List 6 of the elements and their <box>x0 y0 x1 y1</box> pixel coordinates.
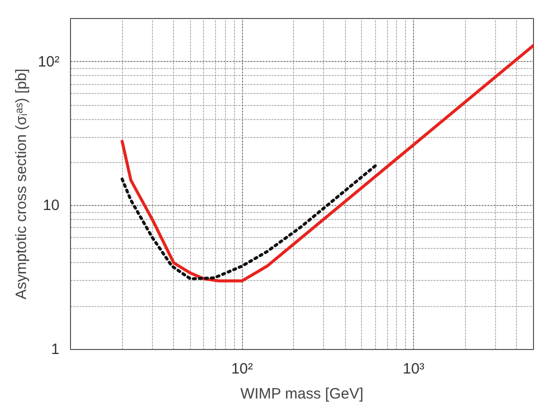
x-tick-label: 10³ <box>402 360 424 378</box>
y-tick-label: 10² <box>38 53 60 70</box>
y-tick-label: 1 <box>51 341 60 358</box>
x-axis-title: WIMP mass [GeV] <box>240 386 364 402</box>
y-axis-title: Asymptotic cross section (σᵢᵃˢ) [pb] <box>12 68 30 300</box>
y-tick-label: 10 <box>42 197 60 214</box>
